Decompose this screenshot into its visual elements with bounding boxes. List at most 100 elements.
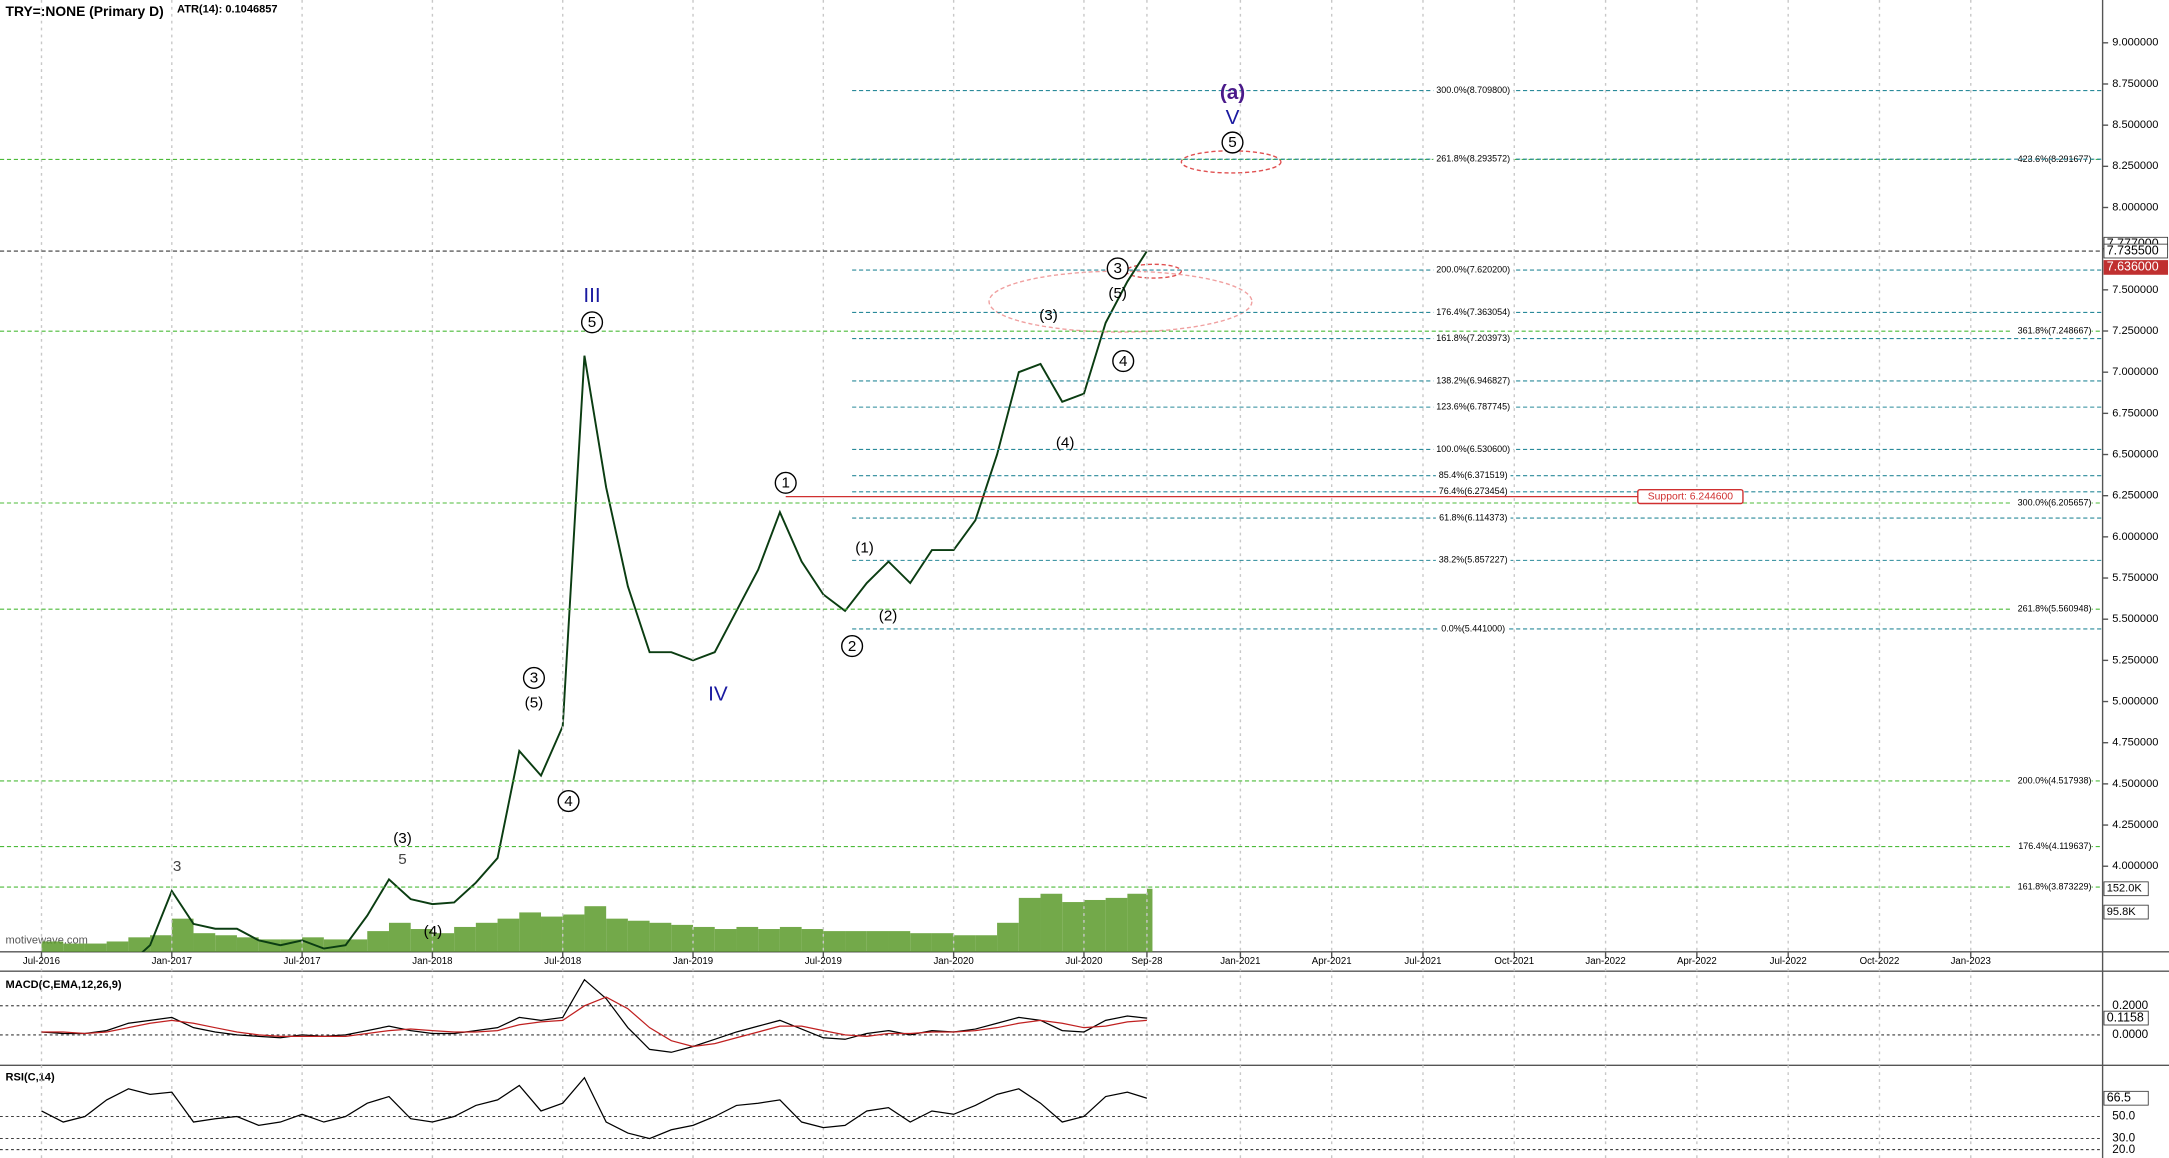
wave-label: 3 (173, 858, 181, 875)
volume-bar (1083, 899, 1106, 952)
y-tick-label: 9.000000 (2112, 37, 2158, 49)
y-tick-label: 5.500000 (2112, 613, 2158, 625)
volume-bar (606, 918, 628, 952)
wave-circle (580, 311, 604, 334)
fib-label-bg (2011, 840, 2092, 853)
wave-label: 2 (848, 638, 856, 655)
wave-label: 3 (1113, 260, 1121, 277)
current-value-label: 0.1158 (2107, 1010, 2144, 1024)
volume-bar (627, 920, 650, 952)
volume-bar (693, 926, 715, 952)
wave-label: (4) (424, 923, 443, 940)
volume-bar (823, 931, 846, 952)
x-tick-label: Jul-2017 (284, 956, 321, 967)
x-tick-label: Jul-2019 (805, 956, 842, 967)
fib-label-bg (1438, 623, 1509, 635)
fib-label-bg (1435, 486, 1511, 498)
y-tick-label: 7.000000 (2112, 366, 2158, 378)
x-tick-label: Jul-2018 (544, 956, 581, 967)
volume-bar (1062, 902, 1084, 952)
target-ellipse (1180, 150, 1282, 174)
fib-label: 261.8%(5.560948) (2018, 604, 2092, 614)
volume-bar (779, 926, 802, 952)
target-ellipse (988, 270, 1253, 333)
fib-label: 300.0%(6.205657) (2018, 497, 2092, 507)
fib-label-bg (1433, 264, 1514, 276)
fib-label: 261.8%(8.293572) (1436, 154, 1510, 164)
fib-label: 161.8%(7.203973) (1436, 333, 1510, 343)
fib-label-bg (1433, 375, 1514, 387)
volume-bar (215, 935, 237, 952)
fib-label-bg (1433, 401, 1514, 413)
wave-label: (2) (879, 607, 898, 624)
x-tick-label: Jan-2020 (933, 956, 973, 967)
y-tick-label: 4.750000 (2112, 737, 2158, 749)
volume-bar (475, 922, 498, 952)
volume-bar (150, 935, 172, 952)
y-tick-label: 20.0 (2112, 1143, 2135, 1156)
x-tick-label: Apr-2021 (1312, 956, 1352, 967)
y-tick-label: 5.750000 (2112, 572, 2158, 584)
fib-label-bg (2011, 775, 2092, 787)
panel-title: RSI(C,14) (6, 1072, 55, 1084)
volume-bar (975, 935, 998, 952)
volume-bar (910, 933, 932, 952)
volume-bar (519, 912, 542, 952)
volume-bar (888, 931, 911, 952)
fib-label-bg (2011, 881, 2092, 893)
fib-label: 0.0%(5.441000) (1441, 623, 1505, 633)
y-tick-label: 4.500000 (2112, 778, 2158, 790)
x-tick-label: Jan-2017 (152, 956, 192, 967)
wave-label: (5) (525, 695, 544, 712)
volume-bar (345, 939, 368, 952)
volume-bar (193, 933, 216, 952)
fib-label: 361.8%(7.248667) (2018, 326, 2092, 336)
fib-label-bg (1433, 85, 1514, 97)
volume-bar (128, 937, 151, 952)
fib-label: 176.4%(4.119637) (2018, 841, 2091, 851)
volume-bar (1127, 893, 1147, 952)
volume-bar (714, 929, 737, 952)
wave-circle (774, 471, 797, 494)
fib-label: 300.0%(8.709800) (1436, 85, 1510, 95)
y-tick-label: 5.000000 (2112, 695, 2158, 707)
x-tick-label: Jan-2021 (1220, 956, 1260, 967)
y-tick-label: 30.0 (2112, 1132, 2135, 1145)
wave-label: (a) (1220, 81, 1245, 104)
fib-label-bg (2011, 497, 2092, 509)
volume-bar (997, 922, 1019, 952)
fib-label: 200.0%(7.620200) (1436, 264, 1510, 274)
volume-bar (84, 943, 107, 952)
wave-label: 1 (781, 475, 789, 492)
y-tick-label: 50.0 (2112, 1110, 2135, 1123)
current-value-box (2103, 1090, 2149, 1106)
series-line (41, 996, 1147, 1048)
x-tick-label: Jul-2016 (23, 956, 60, 967)
y-tick-label: 7.250000 (2112, 325, 2158, 337)
x-tick-label: Jul-2020 (1065, 956, 1102, 967)
x-tick-label: Oct-2021 (1494, 956, 1534, 967)
volume-bar (323, 939, 346, 952)
fib-label: 38.2%(5.857227) (1439, 555, 1508, 565)
y-tick-label: 6.000000 (2112, 531, 2158, 543)
volume-bar (1040, 893, 1063, 952)
wave-label: V (1226, 106, 1240, 129)
wave-label: (4) (1056, 434, 1075, 451)
series-line (41, 978, 1147, 1053)
x-tick-label: Jan-2023 (1951, 956, 1991, 967)
y-tick-label: 0.2000 (2112, 999, 2148, 1012)
y-tick-label: 8.500000 (2112, 119, 2158, 131)
fib-label-bg (1433, 443, 1514, 456)
volume-bar (736, 926, 759, 952)
wave-circle (1106, 257, 1129, 280)
x-tick-label: Jul-2022 (1770, 956, 1807, 967)
fib-label: 423.6%(8.291677) (2018, 154, 2092, 164)
series-line (141, 250, 1148, 952)
volume-bar (758, 929, 780, 952)
volume-bar (454, 926, 476, 952)
fib-label-bg (1435, 470, 1511, 482)
wave-label: (3) (1039, 307, 1058, 324)
